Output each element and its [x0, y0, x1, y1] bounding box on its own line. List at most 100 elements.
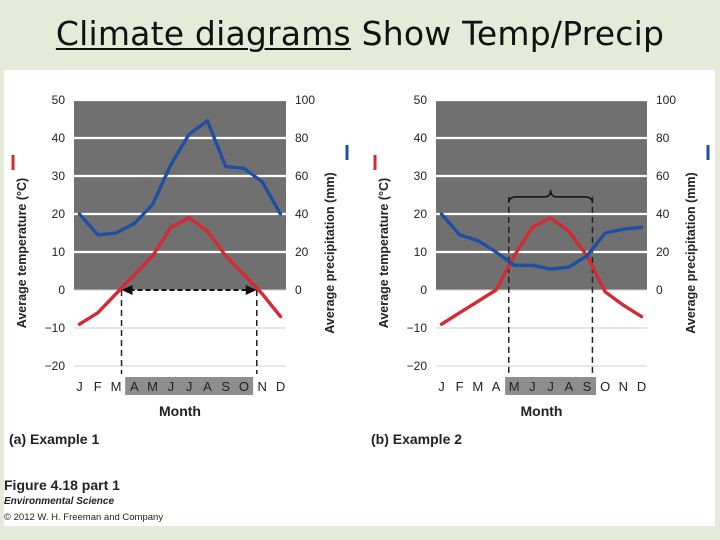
- p1-precipitation-point: [151, 203, 154, 206]
- figure-copyright: © 2012 W. H. Freeman and Company: [4, 512, 164, 523]
- p1-precip-tick-label: 80: [295, 131, 309, 145]
- p2-month-tick-label: A: [492, 379, 501, 394]
- p2-precip-tick-label: 80: [656, 131, 670, 145]
- p2-temp-tick-label: 0: [420, 283, 427, 297]
- p2-month-tick-label: J: [438, 379, 445, 394]
- p1-arrowhead-left: [121, 285, 133, 295]
- p2-temp-axis-label: Average temperature (°C): [377, 178, 391, 328]
- p1-temp-tick-label: 10: [52, 245, 66, 259]
- figure-panel: 50 40 30 20 10 0 −10 −20 100 80 60 40 20 0 J F M A M J J A S O N…: [4, 70, 715, 526]
- p1-precip-tick-label: 60: [295, 169, 309, 183]
- p1-month-tick-label: J: [76, 379, 83, 394]
- slide-title-underlined: Climate diagrams: [55, 14, 351, 53]
- p1-temp-tick-label: −20: [45, 359, 66, 373]
- p1-arrowhead-right: [245, 285, 257, 295]
- p1-month-tick-label: O: [239, 379, 249, 394]
- p1-month-tick-label: J: [168, 379, 175, 394]
- p1-precip-axis-label: Average precipitation (mm): [323, 172, 337, 333]
- p2-month-tick-label: O: [600, 379, 610, 394]
- p1-temperature-point: [187, 216, 191, 220]
- p1-temperature-point: [114, 292, 118, 296]
- p1-month-tick-label: A: [203, 379, 212, 394]
- p1-x-axis-label: Month: [159, 403, 201, 419]
- slide-title-rest: Show Temp/Precip: [350, 14, 665, 53]
- p2-month-tick-label: J: [547, 379, 554, 394]
- p1-month-tick-label: F: [94, 379, 102, 394]
- p2-month-tick-label: J: [529, 379, 536, 394]
- p2-month-tick-label: D: [637, 379, 646, 394]
- p2-temperature-point: [494, 288, 498, 292]
- p1-month-tick-label: M: [147, 379, 158, 394]
- figure-caption: Figure 4.18 part 1: [4, 477, 120, 493]
- p1-temp-tick-label: 30: [52, 169, 66, 183]
- p1-dry-region: [74, 100, 286, 290]
- p2-precipitation-point: [440, 212, 443, 216]
- p2-month-tick-label: A: [564, 379, 573, 394]
- p2-month-tick-label: F: [456, 379, 464, 394]
- p1-precipitation-point: [224, 165, 228, 168]
- p1-temp-axis-label: Average temperature (°C): [15, 178, 29, 328]
- p1-precip-tick-label: 0: [295, 283, 302, 297]
- p2-month-tick-label: M: [472, 379, 483, 394]
- p2-month-tick-label: S: [583, 379, 592, 394]
- p2-month-tick-label: M: [509, 379, 520, 394]
- p2-temperature-point: [621, 303, 625, 307]
- p1-temperature-point: [151, 254, 154, 258]
- p1-precipitation-point: [187, 132, 191, 136]
- p2-temperature-point: [512, 254, 516, 258]
- p2-temperature-point: [531, 225, 534, 229]
- p1-precip-tick-label: 100: [295, 93, 315, 107]
- p1-temp-tick-label: −10: [45, 321, 66, 335]
- figure-book-title: Environmental Science: [4, 496, 115, 507]
- p2-precip-tick-label: 40: [656, 207, 670, 221]
- p1-month-tick-label: D: [276, 379, 285, 394]
- p2-month-tick-label: N: [619, 379, 628, 394]
- p1-temperature-point: [169, 225, 173, 229]
- p1-temp-tick-label: 50: [52, 93, 66, 107]
- p2-precip-tick-label: 100: [656, 93, 676, 107]
- p1-precipitation-point: [78, 212, 81, 216]
- p2-precipitation-point: [567, 265, 571, 269]
- p1-temperature-point: [206, 229, 209, 233]
- p2-precipitation-point: [531, 263, 534, 267]
- p1-temperature-point: [224, 254, 228, 258]
- p2-precipitation-point: [494, 250, 498, 254]
- p2-precipitation-line: [439, 212, 644, 271]
- p1-precipitation-line: [77, 119, 283, 237]
- p1-temp-tick-label: 40: [52, 131, 66, 145]
- p2-precipitation-point: [640, 225, 643, 229]
- p1-temperature-point: [260, 292, 264, 296]
- p2-temp-tick-label: −20: [407, 359, 428, 373]
- p2-temp-tick-label: 10: [414, 245, 428, 259]
- p1-temperature-line: [77, 216, 283, 326]
- p1-precipitation-point: [96, 233, 100, 237]
- p1-month-tick-label: A: [130, 379, 139, 394]
- p1-temperature-point: [78, 322, 81, 326]
- p1-precipitation-point: [114, 231, 118, 235]
- p2-month-highlight: [505, 377, 597, 395]
- p1-temp-tick-label: 0: [58, 283, 65, 297]
- p2-temperature-point: [549, 216, 552, 220]
- p2-panel-label: (b) Example 2: [371, 431, 462, 447]
- p1-month-tick-label: M: [111, 379, 122, 394]
- p2-precipitation-point: [585, 254, 589, 258]
- p1-temperature-point: [279, 315, 282, 318]
- p2-temp-tick-label: 20: [414, 207, 428, 221]
- p1-temperature-point: [242, 273, 246, 277]
- p1-month-tick-label: N: [258, 379, 267, 394]
- p2-precipitation-point: [549, 267, 552, 271]
- p1-precipitation-point: [279, 212, 282, 216]
- p2-precip-axis-label: Average precipitation (mm): [684, 172, 698, 333]
- p2-precipitation-point: [476, 239, 480, 243]
- p1-month-tick-label: S: [221, 379, 230, 394]
- p2-temperature-point: [603, 290, 607, 294]
- p2-precipitation-point: [621, 227, 625, 231]
- slide-title: Climate diagrams Show Temp/Precip: [0, 14, 720, 53]
- p1-precipitation-point: [206, 119, 209, 123]
- p2-temperature-point: [458, 311, 462, 315]
- p1-month-highlight: [125, 377, 254, 395]
- p2-temp-tick-label: 50: [414, 93, 428, 107]
- p1-precip-tick-label: 20: [295, 245, 309, 259]
- p2-precipitation-point: [512, 263, 516, 267]
- p2-temperature-point: [640, 315, 643, 318]
